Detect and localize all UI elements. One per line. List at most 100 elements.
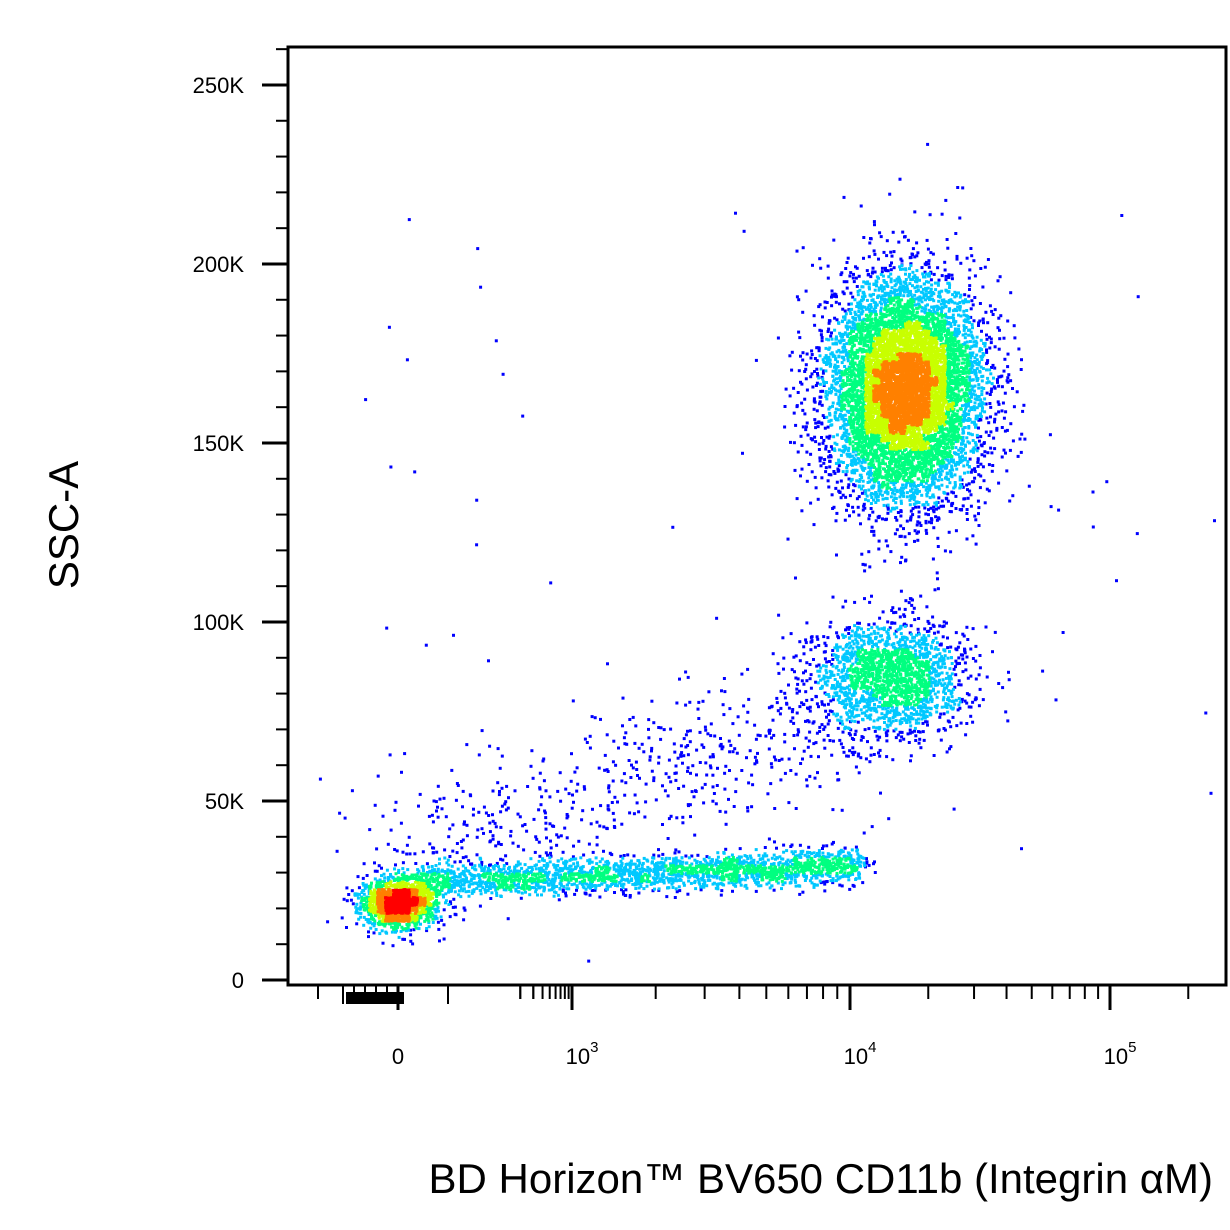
scatter-point <box>985 381 989 385</box>
scatter-point <box>830 753 834 757</box>
scatter-point <box>515 869 519 873</box>
scatter-point <box>534 835 538 839</box>
scatter-point <box>822 677 826 681</box>
scatter-point <box>820 339 824 343</box>
scatter-point <box>970 354 974 358</box>
scatter-point <box>478 874 482 878</box>
scatter-point <box>877 640 881 644</box>
scatter-point <box>559 883 563 887</box>
scatter-point <box>860 696 864 700</box>
scatter-point <box>567 887 571 891</box>
scatter-point <box>940 483 944 487</box>
scatter-point <box>905 637 909 641</box>
scatter-point <box>798 336 802 340</box>
scatter-point <box>617 865 621 869</box>
scatter-point <box>891 489 895 493</box>
scatter-point <box>888 264 892 268</box>
scatter-point <box>736 715 740 719</box>
scatter-point <box>800 467 804 471</box>
scatter-point <box>688 803 692 807</box>
scatter-point <box>834 486 838 490</box>
scatter-point <box>847 477 851 481</box>
scatter-point <box>547 878 551 881</box>
scatter-point <box>851 489 855 493</box>
scatter-point <box>997 481 1001 485</box>
scatter-point <box>684 670 688 674</box>
scatter-point <box>977 418 981 422</box>
scatter-point <box>910 706 914 710</box>
scatter-point <box>845 754 849 758</box>
scatter-point <box>973 441 977 445</box>
scatter-point <box>770 884 774 888</box>
scatter-point <box>534 888 538 891</box>
scatter-point <box>934 636 938 640</box>
scatter-point <box>970 420 974 424</box>
scatter-point <box>355 907 359 911</box>
scatter-point <box>964 298 967 302</box>
scatter-point <box>576 782 580 786</box>
scatter-point <box>927 487 931 491</box>
scatter-point <box>945 621 948 625</box>
scatter-point <box>792 386 796 390</box>
scatter-point <box>904 599 908 603</box>
scatter-point <box>947 689 951 693</box>
scatter-point <box>938 470 941 474</box>
scatter-point <box>802 682 806 686</box>
scatter-point <box>589 870 592 873</box>
scatter-point <box>973 470 977 473</box>
scatter-point <box>892 729 896 733</box>
scatter-point <box>805 698 809 702</box>
scatter-point <box>874 642 878 646</box>
scatter-point <box>1008 448 1012 452</box>
scatter-point <box>483 865 487 869</box>
scatter-point <box>866 716 870 720</box>
scatter-point <box>879 489 883 493</box>
scatter-point <box>836 655 840 658</box>
scatter-point <box>919 285 923 289</box>
scatter-point <box>475 886 479 890</box>
scatter-point <box>939 643 943 647</box>
scatter-point <box>895 713 898 716</box>
scatter-point <box>915 492 919 496</box>
scatter-point <box>830 293 834 297</box>
scatter-point <box>747 781 751 785</box>
scatter-point <box>869 293 873 297</box>
scatter-point <box>889 277 893 281</box>
scatter-point <box>925 494 929 498</box>
scatter-point <box>944 676 948 680</box>
scatter-point <box>908 597 912 601</box>
scatter-point <box>787 801 791 805</box>
scatter-point <box>872 220 876 224</box>
scatter-point <box>836 672 840 676</box>
scatter-point <box>719 737 722 740</box>
scatter-point <box>930 283 934 287</box>
scatter-point <box>997 375 1001 379</box>
scatter-point <box>914 718 918 722</box>
scatter-point <box>856 290 860 293</box>
scatter-point <box>789 632 793 636</box>
scatter-point <box>804 669 807 673</box>
scatter-point <box>869 478 873 482</box>
scatter-point <box>821 358 825 362</box>
scatter-point <box>754 880 758 884</box>
scatter-point <box>814 421 818 425</box>
scatter-point <box>878 492 882 496</box>
scatter-point <box>756 881 760 884</box>
scatter-point <box>972 319 976 323</box>
scatter-point <box>955 254 959 258</box>
scatter-point <box>814 876 818 880</box>
scatter-point <box>841 445 845 449</box>
scatter-point <box>963 444 967 448</box>
scatter-point <box>792 873 796 877</box>
scatter-point <box>499 868 503 872</box>
scatter-point <box>917 530 920 534</box>
scatter-point <box>450 889 453 893</box>
scatter-point <box>966 328 970 332</box>
scatter-point <box>952 460 956 464</box>
scatter-point <box>874 501 878 504</box>
scatter-point <box>867 550 871 554</box>
scatter-point <box>949 725 953 729</box>
scatter-point <box>809 635 813 639</box>
scatter-point <box>954 507 958 510</box>
scatter-point <box>973 408 977 412</box>
